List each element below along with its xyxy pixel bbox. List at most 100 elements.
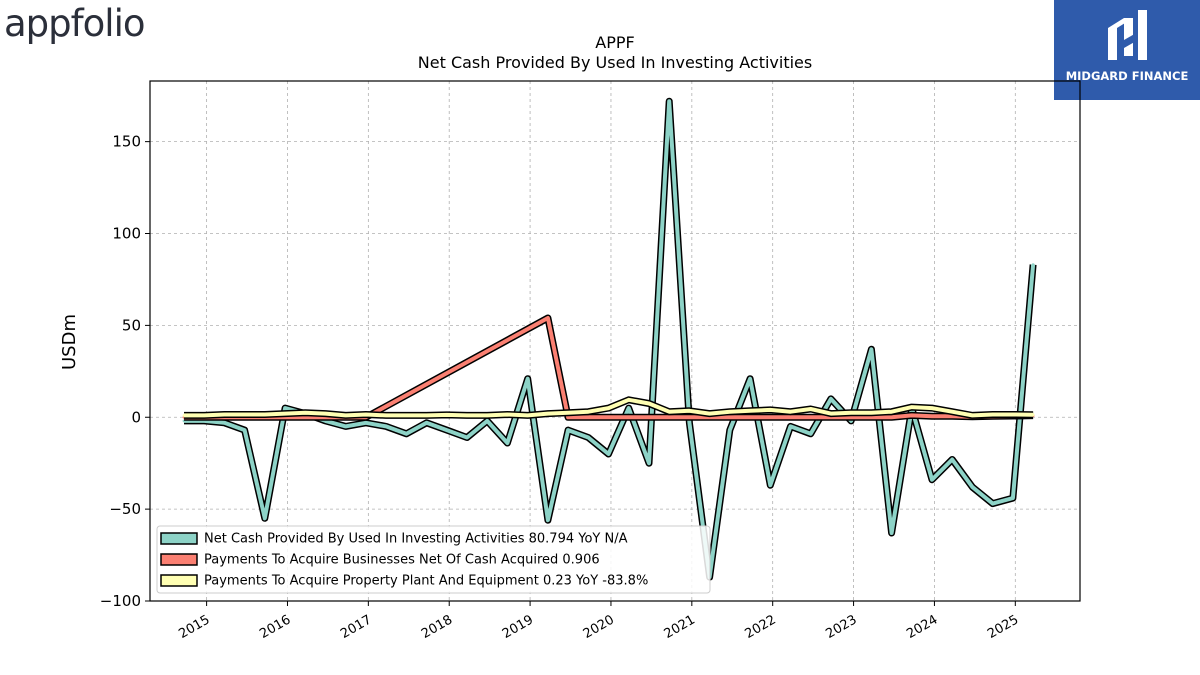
data-point [566,428,570,432]
series-line-outline [184,97,1037,581]
data-point [223,421,226,425]
data-point [789,410,792,414]
data-point [849,415,853,419]
data-point [728,428,732,432]
data-point [890,410,893,414]
data-point [283,406,287,410]
data-point [930,478,934,482]
data-point [910,405,914,409]
midgard-finance-logo: MIDGARD FINANCE [1054,0,1200,100]
data-point [890,415,893,419]
x-tick-label: 2017 [338,612,374,642]
series-line [184,99,1036,580]
data-point [950,410,954,414]
data-point [991,502,995,505]
data-point [506,441,509,445]
data-point [971,414,974,417]
data-point [283,412,287,415]
legend-box [156,525,711,594]
data-point [971,485,974,489]
data-point [324,412,327,415]
data-point [809,407,813,411]
data-point [465,414,469,417]
data-point [425,421,428,425]
data-point [609,415,613,419]
data-point [243,428,247,432]
data-point [789,425,792,428]
data-point [485,419,489,423]
data-point [748,377,752,381]
data-point [667,99,671,103]
y-tick-label: 50 [122,316,141,334]
data-point [586,436,590,439]
data-point [182,414,186,417]
data-point [1011,496,1015,500]
data-point [768,483,772,487]
y-tick-label: 150 [112,133,141,151]
data-point [647,402,651,405]
x-tick-label: 2024 [904,612,940,642]
data-point [607,406,610,410]
data-point [344,425,348,428]
data-point [405,432,408,436]
data-point [708,412,711,415]
y-tick-label: 0 [131,408,141,426]
data-point [506,413,509,416]
series-3 [182,396,1035,419]
data-point [627,406,631,410]
y-tick-label: 100 [112,225,141,243]
series-line-outline [184,314,1034,421]
data-point [647,461,651,465]
data-point [384,425,388,428]
data-point [829,397,833,401]
midgard-finance-label: MIDGARD FINANCE [1065,69,1189,83]
data-point [586,410,590,414]
data-point [890,531,893,535]
data-point [546,412,550,415]
data-point [485,414,489,417]
legend-swatch [160,532,198,545]
data-point [263,516,267,520]
data-point [344,414,348,417]
data-point [405,414,408,417]
data-point [384,414,388,417]
legend-label: Payments To Acquire Businesses Net Of Ca… [204,553,600,568]
x-tick-label: 2015 [176,612,212,642]
legend-label: Net Cash Provided By Used In Investing A… [204,532,628,547]
data-point [566,411,570,415]
midgard-logo-icon [1108,10,1147,60]
data-point [809,432,813,436]
data-point [849,411,853,415]
series-line [184,316,1034,420]
data-point [910,414,914,417]
appfolio-logo: appfolio [4,2,146,45]
data-point [223,413,226,416]
data-point [465,436,469,439]
data-point [870,347,873,351]
data-point [303,411,307,415]
data-point [688,421,691,425]
plot-frame [149,80,1081,602]
chart-subtitle: Net Cash Provided By Used In Investing A… [418,53,812,72]
series-1 [182,97,1037,581]
x-tick-label: 2016 [257,612,293,642]
data-point [1011,413,1015,416]
data-point [1031,413,1035,417]
data-point [263,413,267,416]
data-point [425,414,428,417]
data-point [445,428,449,432]
data-point [546,316,550,320]
x-tick-label: 2018 [419,612,455,642]
legend-label: Payments To Acquire Property Plant And E… [204,574,648,589]
x-tick-label: 2022 [743,612,779,642]
data-point [243,413,247,416]
data-point [950,458,954,461]
data-point [566,415,570,419]
data-point [870,415,873,419]
data-point [526,377,530,381]
data-point [202,414,206,417]
data-point [870,411,873,415]
legend-swatch [160,574,198,587]
data-point [771,415,775,419]
